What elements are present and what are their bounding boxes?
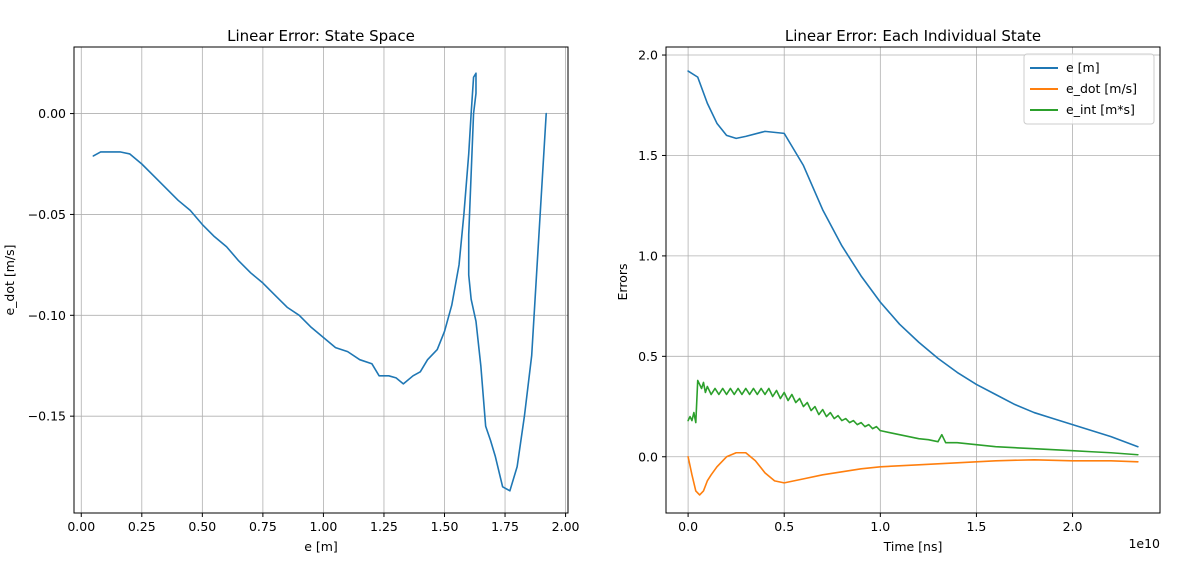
x-axis-label: Time [ns] (883, 539, 943, 554)
plot-area (687, 70, 1139, 496)
grid-lines (74, 47, 568, 513)
series-line-0 (687, 70, 1139, 448)
x-offset-label: 1e10 (1128, 536, 1160, 551)
y-tick-label: 0.5 (638, 349, 658, 364)
legend-label-e: e [m] (1066, 60, 1100, 75)
y-tick-label: −0.05 (28, 207, 66, 222)
y-tick-label: 2.0 (638, 48, 658, 63)
y-tick-label: −0.10 (28, 308, 66, 323)
chart-title: Linear Error: State Space (227, 27, 415, 45)
y-axis-label: Errors (615, 264, 630, 301)
individual-states-chart: Linear Error: Each Individual State 0.0 0… (615, 27, 1161, 554)
x-tick-label: 1.0 (870, 519, 890, 534)
x-tick-label: 0.75 (249, 519, 277, 534)
x-tick-label: 0.25 (128, 519, 156, 534)
axes-frame (73, 46, 569, 514)
series-line-1 (687, 451, 1139, 496)
x-tick-label: 1.50 (431, 519, 459, 534)
state-space-chart: Linear Error: State Space 0.00 0.25 0.50 0.… (2, 27, 580, 554)
x-tick-label: 1.25 (370, 519, 398, 534)
x-tick-label: 2.00 (552, 519, 580, 534)
y-tick-label: −0.15 (28, 409, 66, 424)
series-line-0 (92, 72, 548, 492)
x-tick-label: 1.75 (491, 519, 519, 534)
legend-box (1023, 53, 1155, 125)
plot-area (92, 72, 548, 492)
x-tick-label: 0.50 (188, 519, 216, 534)
legend-label-e-dot: e_dot [m/s] (1066, 81, 1137, 96)
x-tick-label: 1.5 (966, 519, 986, 534)
y-axis-label: e_dot [m/s] (2, 244, 17, 315)
x-tick-label: 0.0 (678, 519, 698, 534)
y-tick-label: 0.00 (38, 106, 66, 121)
x-tick-label: 2.0 (1063, 519, 1083, 534)
series-line-2 (687, 379, 1139, 456)
ticks: 0.0 0.5 1.0 1.5 2.0 0.0 0.5 1.0 1.5 2.0 (638, 48, 1082, 534)
axes-frame (665, 46, 1161, 514)
x-axis-label: e [m] (304, 539, 338, 554)
x-tick-label: 0.00 (67, 519, 95, 534)
legend: e [m] e_dot [m/s] e_int [m*s] (1023, 53, 1155, 125)
ticks: 0.00 0.25 0.50 0.75 1.00 1.25 1.50 1.75 2.00 0.00… (28, 106, 580, 534)
chart-title: Linear Error: Each Individual State (785, 27, 1041, 45)
y-tick-label: 0.0 (638, 449, 658, 464)
x-tick-label: 0.5 (774, 519, 794, 534)
x-tick-label: 1.00 (309, 519, 337, 534)
y-tick-label: 1.0 (638, 248, 658, 263)
legend-label-e-int: e_int [m*s] (1066, 102, 1135, 117)
y-tick-label: 1.5 (638, 148, 658, 163)
